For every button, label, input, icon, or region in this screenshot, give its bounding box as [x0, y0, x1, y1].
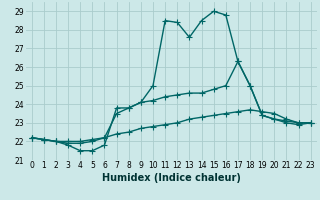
X-axis label: Humidex (Indice chaleur): Humidex (Indice chaleur): [102, 173, 241, 183]
